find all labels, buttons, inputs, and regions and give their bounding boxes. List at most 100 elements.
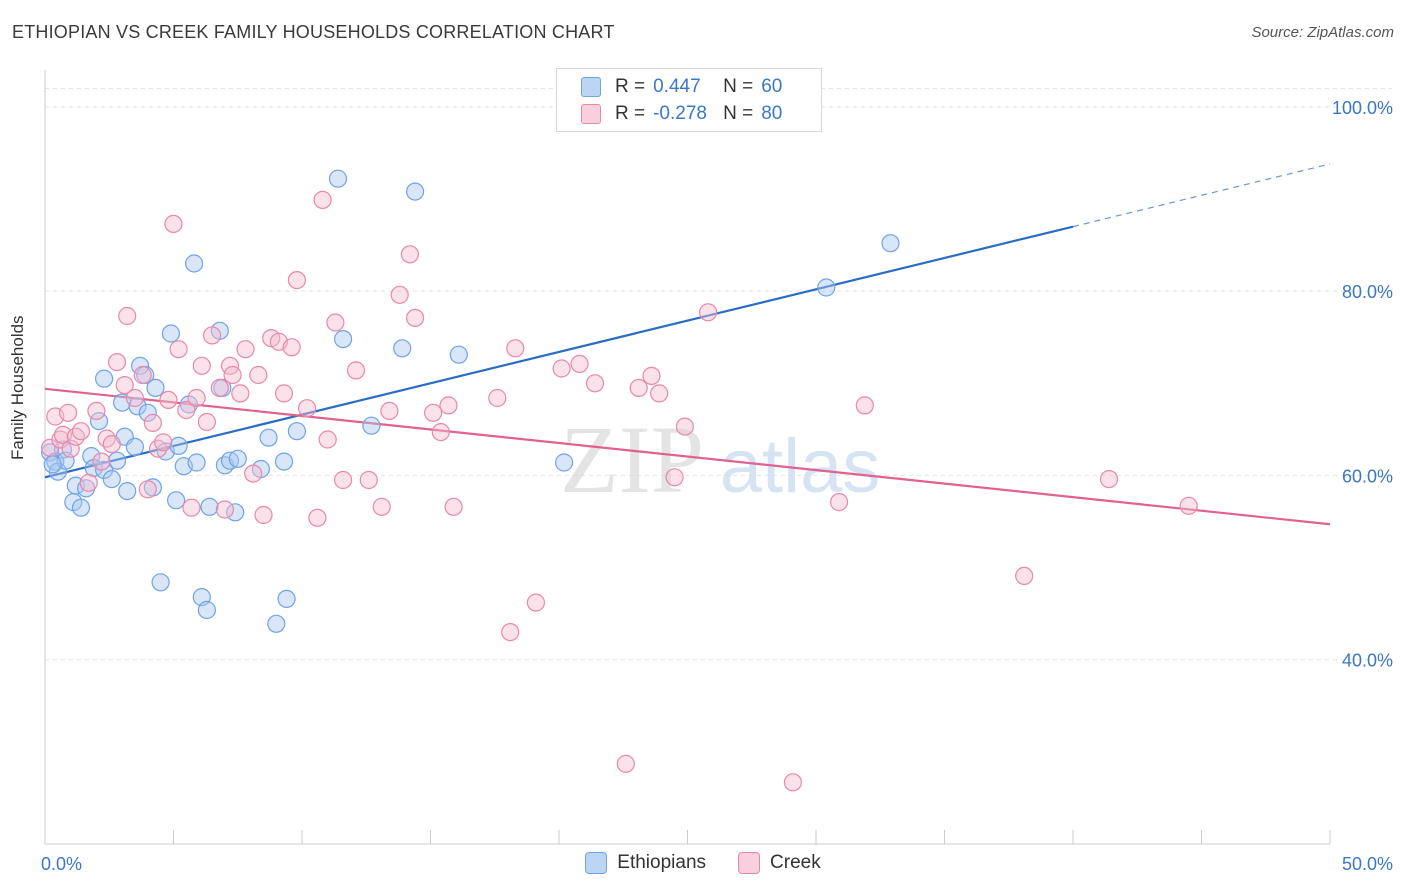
point-creek (506, 339, 525, 358)
point-creek (66, 427, 85, 446)
point-ethiopians (881, 234, 900, 253)
point-creek (61, 439, 80, 458)
point-creek (125, 388, 144, 408)
point-ethiopians (71, 498, 91, 517)
point-creek (274, 384, 294, 403)
point-ethiopians (362, 416, 381, 435)
legend-n-label: N = (723, 76, 754, 97)
point-creek (501, 622, 520, 642)
point-ethiopians (334, 330, 353, 349)
point-creek (118, 306, 137, 326)
point-creek (58, 403, 78, 422)
point-creek (400, 245, 419, 264)
point-creek (107, 353, 127, 372)
point-creek (298, 399, 317, 418)
legend-swatch-creek (738, 852, 761, 874)
point-creek (97, 429, 116, 448)
point-creek (431, 423, 450, 442)
legend-item-ethiopians[interactable]: Ethiopians (585, 852, 706, 874)
point-ethiopians (817, 278, 836, 297)
series-legend: Ethiopians Creek (0, 852, 1406, 874)
correlation-legend: R = 0.447 N = 60 R = -0.278 N = 80 (556, 68, 822, 132)
point-creek (570, 354, 589, 373)
point-creek (210, 378, 229, 397)
point-creek (203, 326, 222, 345)
point-creek (334, 470, 353, 490)
point-creek (855, 396, 874, 415)
point-creek (642, 366, 661, 385)
legend-swatch-ethiopians (581, 77, 601, 97)
point-creek (346, 361, 366, 380)
point-creek (698, 303, 718, 322)
point-creek (326, 313, 345, 332)
source-label: Source: ZipAtlas.com (1251, 24, 1394, 41)
point-ethiopians (228, 449, 247, 468)
point-creek (1179, 496, 1198, 515)
y-tick-label: 100.0% (1332, 98, 1393, 118)
legend-n-label: N = (723, 103, 754, 124)
point-ethiopians (169, 436, 188, 455)
point-creek (372, 497, 391, 516)
legend-r-value-ethiopians: 0.447 (653, 76, 701, 97)
y-tick-label: 80.0% (1342, 282, 1393, 302)
watermark: ZIP atlas (560, 406, 880, 513)
point-creek (133, 365, 152, 385)
legend-row-ethiopians: R = 0.447 N = 60 (581, 74, 782, 100)
point-ethiopians (406, 182, 425, 201)
point-creek (197, 412, 216, 432)
point-ethiopians (287, 422, 306, 441)
point-creek (79, 473, 98, 492)
point-ethiopians (267, 614, 286, 633)
point-creek (215, 500, 234, 519)
point-ethiopians (393, 339, 412, 358)
point-creek (159, 390, 178, 409)
legend-row-creek: R = -0.278 N = 80 (581, 101, 782, 127)
point-ethiopians (449, 345, 468, 364)
point-creek (164, 214, 183, 233)
point-creek (406, 308, 425, 327)
point-creek (115, 376, 134, 395)
legend-swatch-creek (581, 104, 601, 124)
point-creek (650, 384, 669, 403)
point-creek (282, 338, 301, 357)
point-ethiopians (274, 452, 294, 471)
legend-swatch-ethiopians (585, 852, 608, 874)
legend-r-value-creek: -0.278 (653, 103, 707, 124)
point-ethiopians (146, 378, 165, 397)
point-creek (143, 413, 162, 432)
axes (44, 70, 1331, 845)
legend-n-value-ethiopians: 60 (761, 76, 783, 97)
point-ethiopians (200, 497, 219, 516)
point-ethiopians (277, 589, 296, 609)
point-creek (390, 285, 409, 304)
point-creek (313, 190, 332, 209)
point-creek (287, 271, 306, 290)
legend-n-value-creek: 80 (761, 103, 783, 124)
y-axis-label: Family Households (8, 315, 27, 460)
point-creek (223, 365, 242, 385)
trend-line-creek (44, 387, 1331, 526)
point-creek (585, 374, 605, 393)
point-creek (154, 433, 173, 452)
point-creek (87, 401, 106, 420)
x-tick-label: 0.0% (41, 854, 82, 874)
point-creek (526, 593, 546, 612)
legend-r-label: R = (615, 103, 646, 124)
point-ethiopians (161, 324, 180, 343)
point-ethiopians (94, 369, 114, 388)
point-ethiopians (151, 573, 170, 592)
trend-line-ethiopians (44, 225, 1074, 479)
point-creek (665, 468, 684, 487)
point-creek (71, 422, 91, 441)
point-ethiopians (167, 491, 186, 510)
data-points (40, 169, 1198, 792)
legend-item-creek[interactable]: Creek (738, 852, 821, 874)
point-ethiopians (138, 403, 157, 422)
point-creek (359, 470, 378, 490)
point-creek (318, 430, 337, 449)
point-ethiopians (328, 169, 348, 188)
point-ethiopians (259, 428, 278, 447)
point-ethiopians (197, 600, 216, 620)
point-creek (182, 498, 201, 517)
